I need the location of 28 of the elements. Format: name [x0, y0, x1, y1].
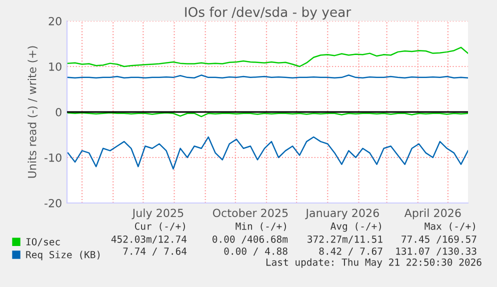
text: 0.00 /406.68m	[212, 235, 288, 244]
text: 8.42 / 7.67	[319, 247, 382, 256]
text: 131.07 /130.33	[396, 247, 476, 256]
line-series	[67, 46, 468, 68]
line-series	[67, 136, 468, 170]
y-axis-title: Units read (-) / write (+)	[28, 46, 38, 178]
y-tick-label: -10	[44, 153, 62, 162]
x-tick-label: April 2026	[404, 208, 461, 220]
text: Min (-/+)	[236, 222, 286, 231]
x-tick-label: July 2025	[132, 208, 184, 220]
y-tick-label: 0	[56, 108, 62, 116]
y-tick-label: 10	[49, 62, 62, 71]
text: 452.03m/12.74	[111, 235, 187, 244]
text: Last update: Thu May 21 22:50:30 2026	[266, 258, 482, 268]
text: 0.00 / 4.88	[224, 247, 288, 256]
x-tick-label: January 2026	[305, 208, 379, 220]
text: Cur (-/+)	[134, 222, 185, 231]
x-tick-label: October 2025	[212, 208, 288, 218]
legend-label: Req Size (KB)	[26, 250, 100, 260]
text: Max (-/+)	[424, 222, 475, 231]
text: 7.74 / 7.64	[123, 247, 187, 256]
text: 77.45 /169.57	[402, 235, 476, 244]
y-tick-label: -20	[44, 198, 62, 208]
y-tick-label: 20	[48, 16, 62, 26]
text: 372.27m/11.51	[308, 235, 382, 244]
chart-title: IOs for /dev/sda - by year	[185, 6, 352, 20]
text: Avg (-/+)	[330, 222, 381, 232]
legend-label: IO/sec	[26, 238, 60, 246]
